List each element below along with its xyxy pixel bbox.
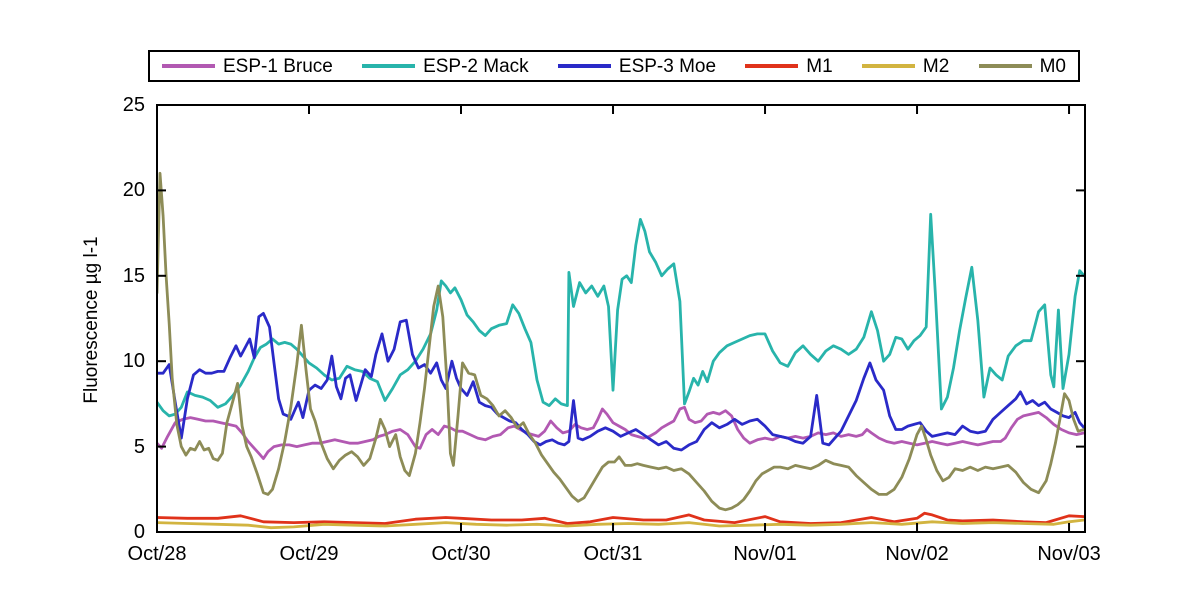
legend-label: ESP-2 Mack — [423, 55, 529, 77]
series-line-esp-3-moe — [157, 311, 1085, 452]
x-tick-label-oct-31: Oct/31 — [583, 543, 643, 565]
x-tick-label-nov-02: Nov/02 — [885, 543, 949, 565]
legend-item-m1: M1 — [745, 55, 833, 77]
legend-label: M0 — [1039, 55, 1066, 77]
legend-item-m0: M0 — [978, 55, 1066, 77]
series-line-esp-2-mack — [157, 212, 1085, 418]
axis-box — [156, 104, 1086, 533]
legend-item-m2: M2 — [861, 55, 950, 77]
legend-line-swatch-icon — [745, 64, 799, 68]
series-line-m2 — [157, 518, 1085, 530]
series-line-m0 — [157, 171, 1085, 512]
legend-item-esp-1-bruce: ESP-1 Bruce — [162, 57, 333, 76]
y-tick-label-15: 15 — [122, 264, 145, 287]
legend-line-swatch-icon — [362, 64, 416, 68]
x-tick-label-oct-30: Oct/30 — [431, 543, 491, 565]
legend: ESP-1 Bruce ESP-2 Mack ESP-3 Moe M1 M2 M0 — [148, 50, 1080, 82]
series-line-esp-1-bruce — [157, 405, 1085, 461]
y-axis-label: Fluorescence µg l-1 — [81, 236, 102, 404]
series-lines — [157, 171, 1085, 530]
legend-label: ESP-1 Bruce — [223, 55, 333, 77]
y-tick-label-10: 10 — [122, 350, 145, 373]
x-tick-label-oct-29: Oct/29 — [279, 543, 339, 565]
legend-label: M2 — [922, 55, 950, 77]
legend-line-swatch-icon — [162, 64, 215, 68]
x-tick-label-nov-03: Nov/03 — [1037, 543, 1101, 565]
x-tick-label-nov-01: Nov/01 — [733, 543, 797, 565]
series-line-m1 — [157, 511, 1085, 525]
x-tick-label-oct-28: Oct/28 — [127, 543, 187, 565]
legend-item-esp-3-moe: ESP-3 Moe — [557, 55, 717, 77]
y-tick-label-25: 25 — [122, 94, 145, 116]
legend-label: M1 — [806, 55, 833, 77]
y-tick-label-0: 0 — [133, 521, 145, 543]
axis-ticks — [156, 104, 1085, 533]
legend-line-swatch-icon — [861, 64, 915, 68]
y-tick-label-20: 20 — [122, 179, 145, 202]
legend-line-swatch-icon — [557, 64, 611, 68]
legend-label: ESP-3 Moe — [618, 55, 717, 77]
legend-item-esp-2-mack: ESP-2 Mack — [362, 57, 529, 76]
legend-line-swatch-icon — [978, 64, 1032, 68]
y-tick-label-5: 5 — [133, 435, 145, 458]
